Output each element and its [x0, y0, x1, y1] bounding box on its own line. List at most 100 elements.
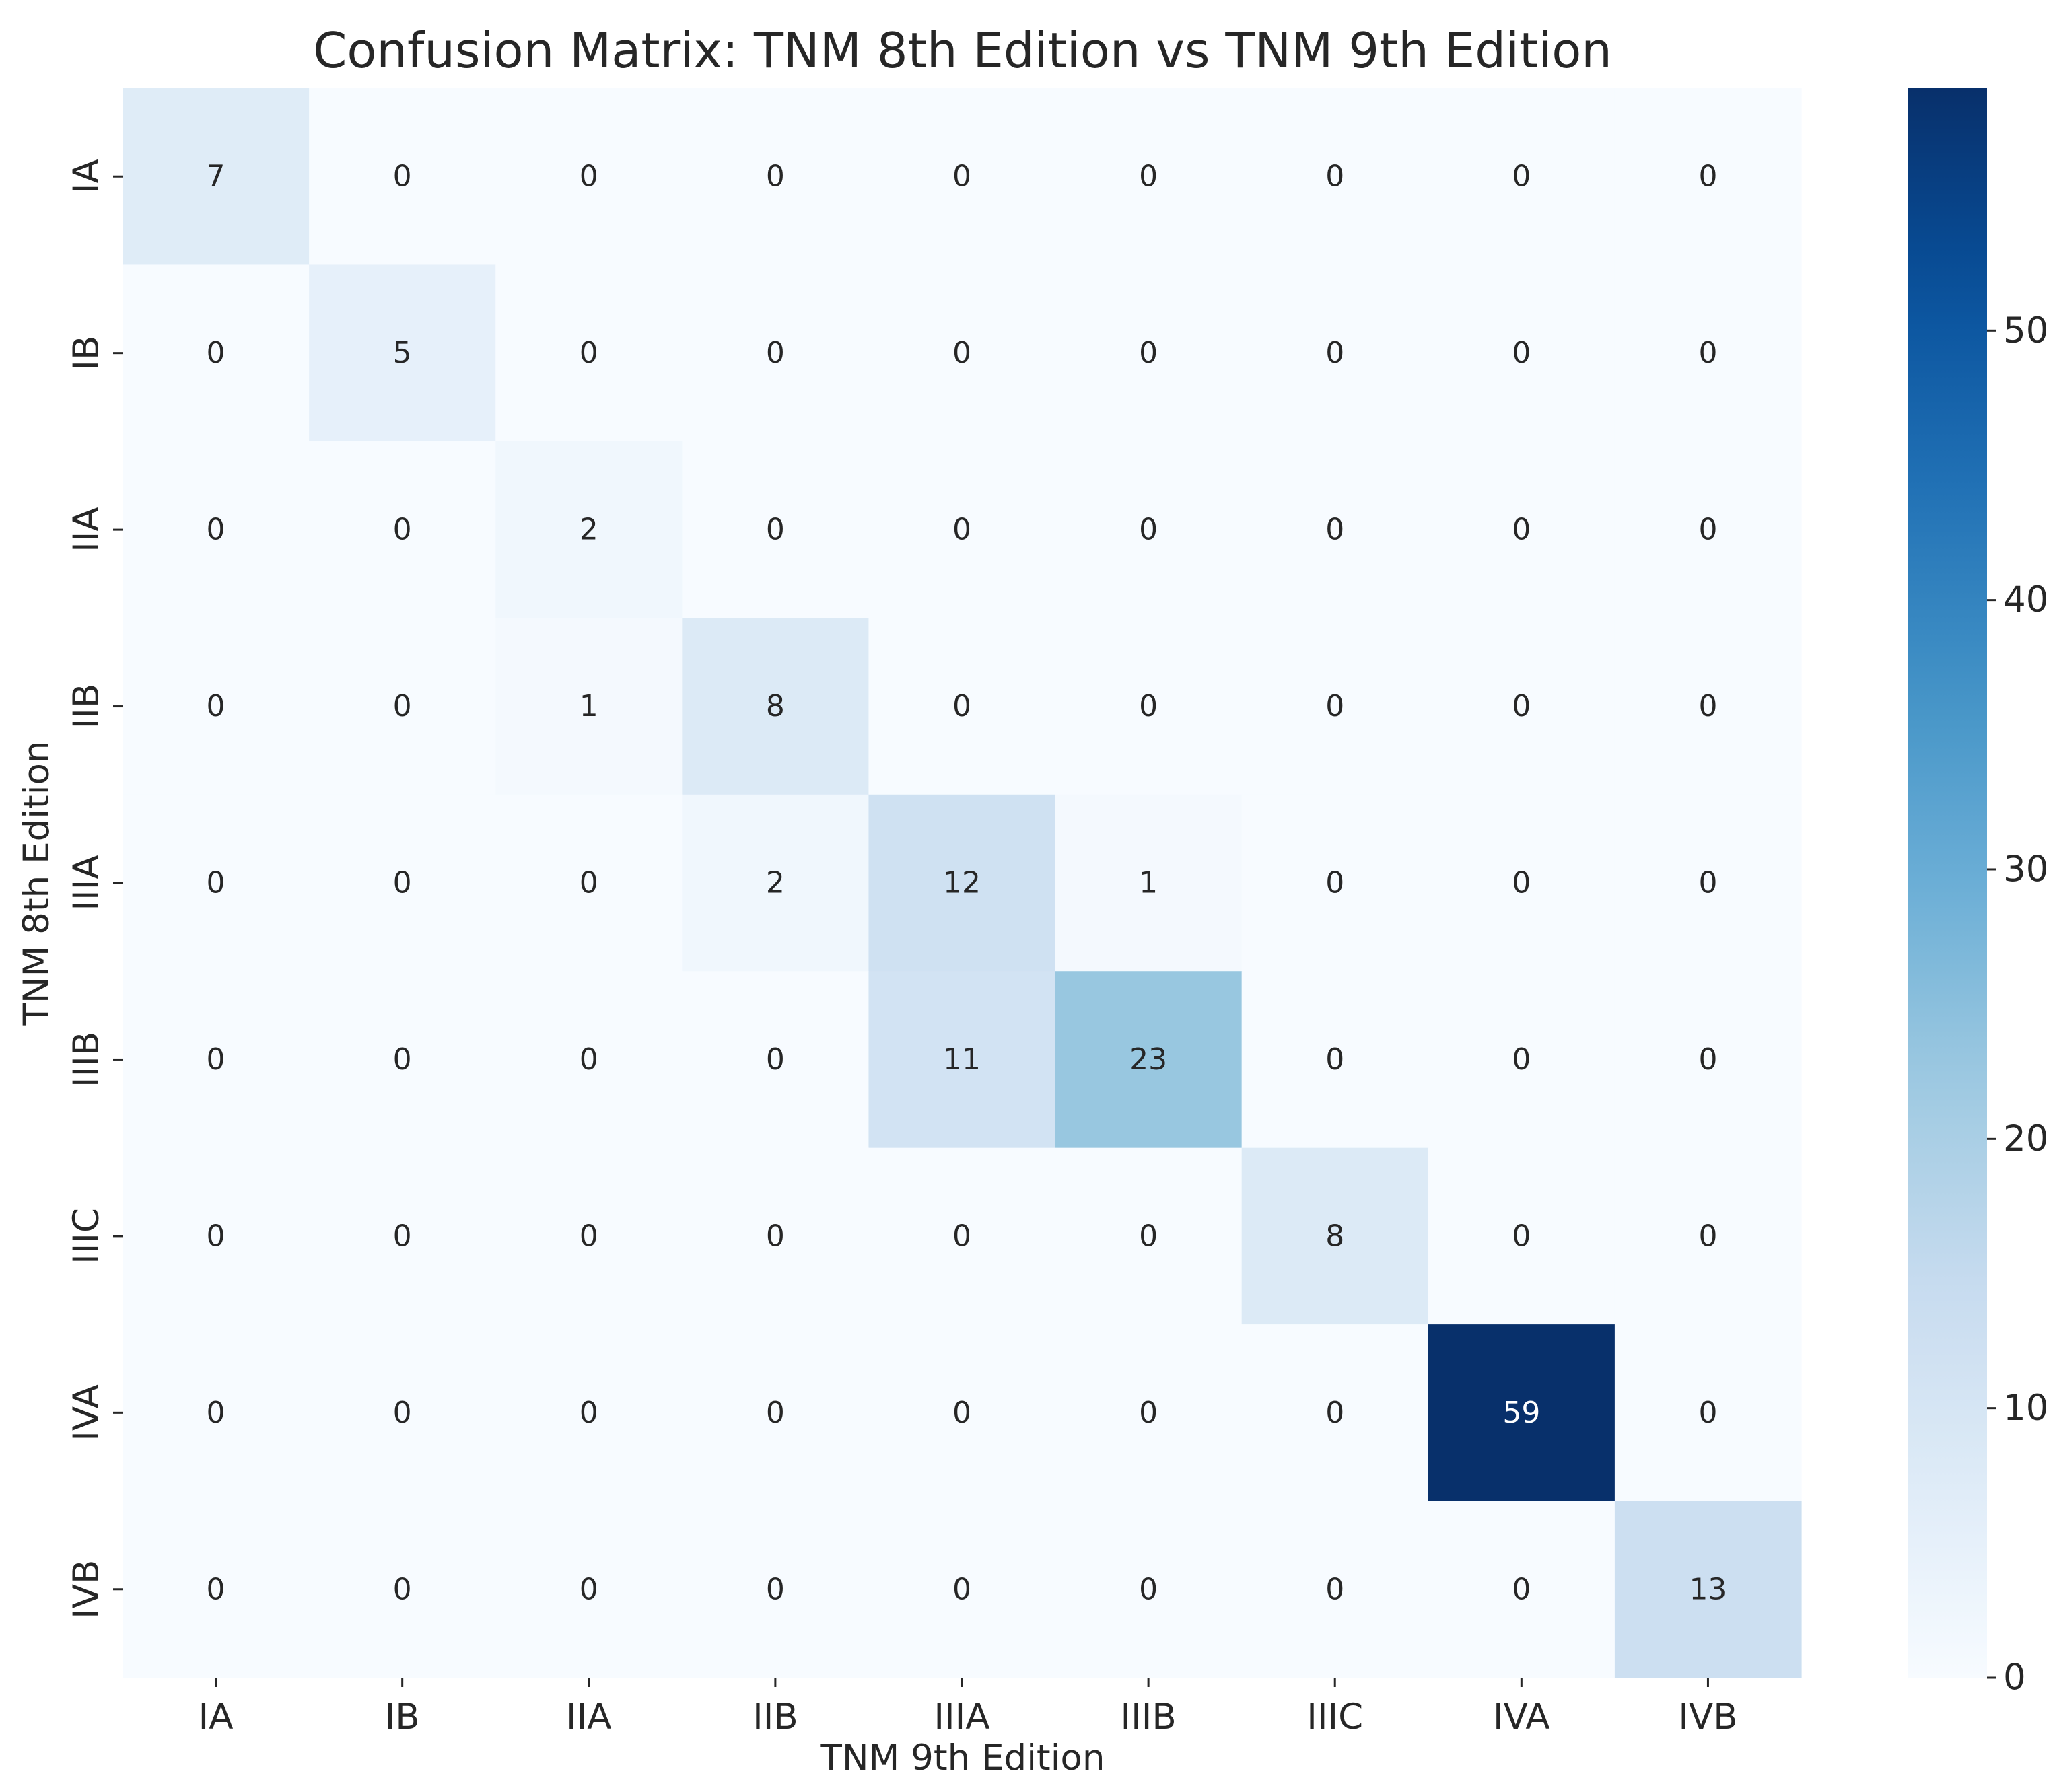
heatmap-cell-IIA-IIIC: [1241, 441, 1429, 618]
cell-value-label: 2: [766, 866, 785, 900]
cell-value-label: 0: [1698, 336, 1717, 370]
y-tick-label: IIIA: [66, 855, 107, 910]
colorbar-tick-label: 0: [2003, 1657, 2026, 1698]
heatmap-cell-IIIB-IIIA: [868, 971, 1056, 1149]
heatmap-cell-IIIC-IIA: [495, 1147, 683, 1325]
heatmap-cell-IB-IIA: [495, 264, 683, 442]
heatmap-cell-IIB-IIB: [682, 618, 870, 795]
x-tick-label: IB: [385, 1696, 420, 1737]
heatmap-cell-IIA-IIIA: [868, 441, 1056, 618]
heatmap-cell-IVA-IIIB: [1055, 1324, 1243, 1502]
cell-value-label: 0: [207, 513, 225, 547]
heatmap-cell-IA-IA: [123, 88, 310, 266]
heatmap-cell-IB-IA: [123, 264, 310, 442]
cell-value-label: 0: [1512, 1042, 1531, 1077]
x-tick-label: IA: [199, 1696, 234, 1737]
cell-value-label: 0: [766, 513, 785, 547]
cell-value-label: 0: [393, 159, 412, 194]
cell-value-label: 0: [1325, 866, 1344, 900]
heatmap-cell-IVA-IA: [123, 1324, 310, 1502]
heatmap-cell-IIB-IVB: [1614, 618, 1802, 795]
cell-value-label: 0: [1325, 1396, 1344, 1430]
cell-value-label: 0: [1512, 866, 1531, 900]
heatmap-cell-IA-IB: [309, 88, 496, 266]
cell-value-label: 8: [766, 689, 785, 723]
y-tick-label: IIA: [66, 507, 107, 552]
cell-value-labels: 7 0 0 0 0 0 0 0 0 0 5 0 0 0 0 0 0 0 0 0 2 0 0 0 0 0 0 0 0 1 8 0 0 0 0 0 0 0 0 2…: [207, 159, 1727, 1607]
heatmap-cell-IVA-IIIC: [1241, 1324, 1429, 1502]
cell-value-label: 12: [943, 866, 981, 900]
cell-value-label: 0: [1139, 689, 1158, 723]
heatmap-cell-IIA-IVA: [1428, 441, 1615, 618]
heatmap-cell-IIIA-IIA: [495, 794, 683, 972]
cell-value-label: 0: [1512, 513, 1531, 547]
x-tick-label: IIIA: [934, 1696, 989, 1737]
cell-value-label: 0: [952, 513, 971, 547]
heatmap-cell-IVB-IA: [123, 1501, 310, 1678]
cell-value-label: 13: [1689, 1572, 1727, 1606]
heatmap-cell-IIA-IVB: [1614, 441, 1802, 618]
heatmap-cell-IIIA-IA: [123, 794, 310, 972]
cell-value-label: 0: [952, 689, 971, 723]
heatmap-cell-IIB-IIA: [495, 618, 683, 795]
cell-value-label: 0: [766, 336, 785, 370]
colorbar-tick-label: 50: [2003, 310, 2048, 351]
heatmap-cell-IIIA-IVB: [1614, 794, 1802, 972]
cell-value-label: 2: [580, 513, 598, 547]
heatmap-cell-IIIA-IIB: [682, 794, 870, 972]
heatmap-cell-IVB-IIIA: [868, 1501, 1056, 1678]
cell-value-label: 0: [580, 1042, 598, 1077]
cell-value-label: 0: [1698, 1396, 1717, 1430]
cell-value-label: 0: [207, 336, 225, 370]
cell-value-label: 0: [393, 1042, 412, 1077]
cell-value-label: 0: [207, 1572, 225, 1606]
heatmap-cell-IB-IVA: [1428, 264, 1615, 442]
cell-value-label: 0: [952, 1572, 971, 1606]
heatmap-cell-IIA-IIA: [495, 441, 683, 618]
chart-title: Confusion Matrix: TNM 8th Edition vs TNM…: [313, 22, 1612, 79]
cell-value-label: 1: [1139, 866, 1158, 900]
heatmap-cell-IIIA-IIIA: [868, 794, 1056, 972]
cell-value-label: 0: [580, 336, 598, 370]
colorbar-ticks: 0 10 20 30 40 50: [1987, 310, 2048, 1698]
cell-value-label: 7: [207, 159, 225, 194]
heatmap-cell-IIA-IA: [123, 441, 310, 618]
heatmap-cell-IB-IIB: [682, 264, 870, 442]
heatmap-cell-IIA-IB: [309, 441, 496, 618]
cell-value-label: 0: [1512, 336, 1531, 370]
heatmap-cell-IIB-IA: [123, 618, 310, 795]
heatmap-cell-IIIC-IIIB: [1055, 1147, 1243, 1325]
cell-value-label: 23: [1129, 1042, 1167, 1077]
heatmap-cell-IVA-IB: [309, 1324, 496, 1502]
y-tick-label: IVA: [66, 1384, 107, 1441]
heatmap-cell-IIA-IIB: [682, 441, 870, 618]
cell-value-label: 0: [207, 866, 225, 900]
heatmap-cell-IVB-IVA: [1428, 1501, 1615, 1678]
heatmap-cell-IIIA-IIIC: [1241, 794, 1429, 972]
cell-value-label: 0: [207, 1042, 225, 1077]
heatmap-cell-IIIB-IVB: [1614, 971, 1802, 1149]
cell-value-label: 0: [1325, 1572, 1344, 1606]
cell-value-label: 0: [1325, 689, 1344, 723]
cell-value-label: 0: [766, 1042, 785, 1077]
heatmap-cell-IA-IIIA: [868, 88, 1056, 266]
cell-value-label: 0: [1325, 159, 1344, 194]
colorbar-tick-label: 10: [2003, 1388, 2048, 1429]
heatmap-cell-IVA-IIIA: [868, 1324, 1056, 1502]
heatmap-cell-IVA-IIB: [682, 1324, 870, 1502]
cell-value-label: 0: [393, 1219, 412, 1253]
heatmap-cell-IVB-IB: [309, 1501, 496, 1678]
colorbar-tick-label: 30: [2003, 849, 2048, 890]
cell-value-label: 0: [1698, 866, 1717, 900]
cell-value-label: 0: [393, 689, 412, 723]
heatmap-cell-IIA-IIIB: [1055, 441, 1243, 618]
heatmap-cell-IB-IIIB: [1055, 264, 1243, 442]
cell-value-label: 0: [952, 1219, 971, 1253]
heatmap-cell-IIIB-IIA: [495, 971, 683, 1149]
cell-value-label: 0: [766, 1396, 785, 1430]
heatmap-cell-IIIB-IIIB: [1055, 971, 1243, 1149]
heatmap-cell-IIIC-IIB: [682, 1147, 870, 1325]
heatmap-cell-IVB-IIIB: [1055, 1501, 1243, 1678]
cell-value-label: 0: [1512, 1572, 1531, 1606]
